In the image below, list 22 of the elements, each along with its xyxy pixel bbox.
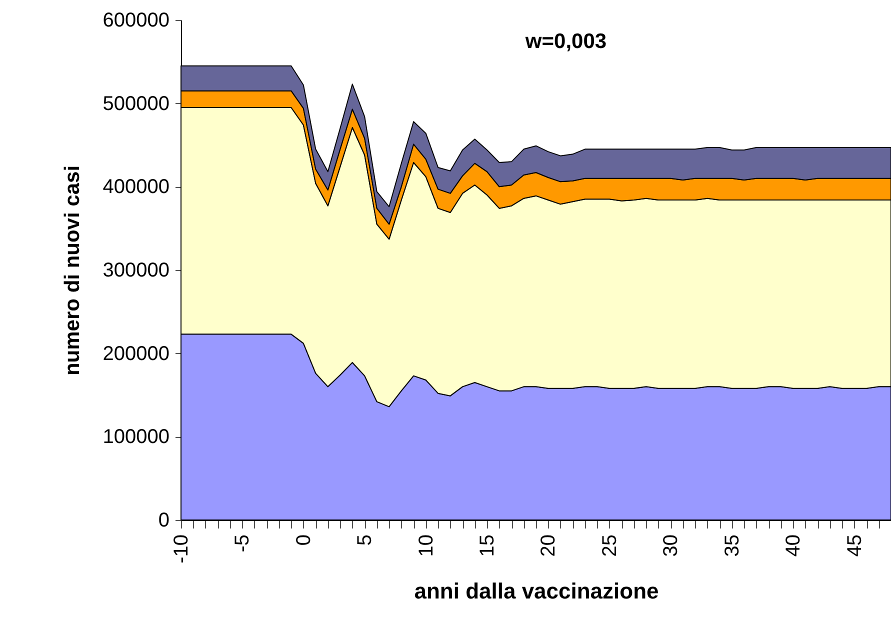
x-tick-label: 40	[782, 534, 805, 557]
x-tick-label: 5	[354, 534, 376, 546]
x-tick-label: -5	[232, 534, 254, 552]
y-tick-label: 100000	[102, 426, 170, 448]
x-tick-label: 0	[292, 534, 315, 546]
y-tick-label: 500000	[102, 92, 170, 115]
y-tick-label: 300000	[102, 260, 170, 282]
x-tick-label: 35	[721, 534, 744, 557]
y-axis-title: numero di nuovi casi	[60, 165, 84, 376]
x-tick-label: -10	[170, 534, 192, 564]
x-tick-label: 25	[598, 534, 621, 557]
x-tick-label: 30	[660, 534, 682, 557]
x-tick-label: 45	[844, 534, 866, 557]
y-tick-label: 0	[158, 510, 170, 532]
text: w=0,003	[524, 30, 607, 53]
y-tick-label: 600000	[102, 10, 170, 32]
x-axis-title: anni dalla vaccinazione	[414, 578, 659, 604]
y-tick-label: 200000	[102, 342, 170, 365]
x-tick-label: 20	[538, 534, 560, 557]
x-tick-label: 10	[415, 534, 438, 557]
x-tick-label: 15	[476, 534, 499, 557]
y-tick-label: 400000	[102, 176, 170, 198]
